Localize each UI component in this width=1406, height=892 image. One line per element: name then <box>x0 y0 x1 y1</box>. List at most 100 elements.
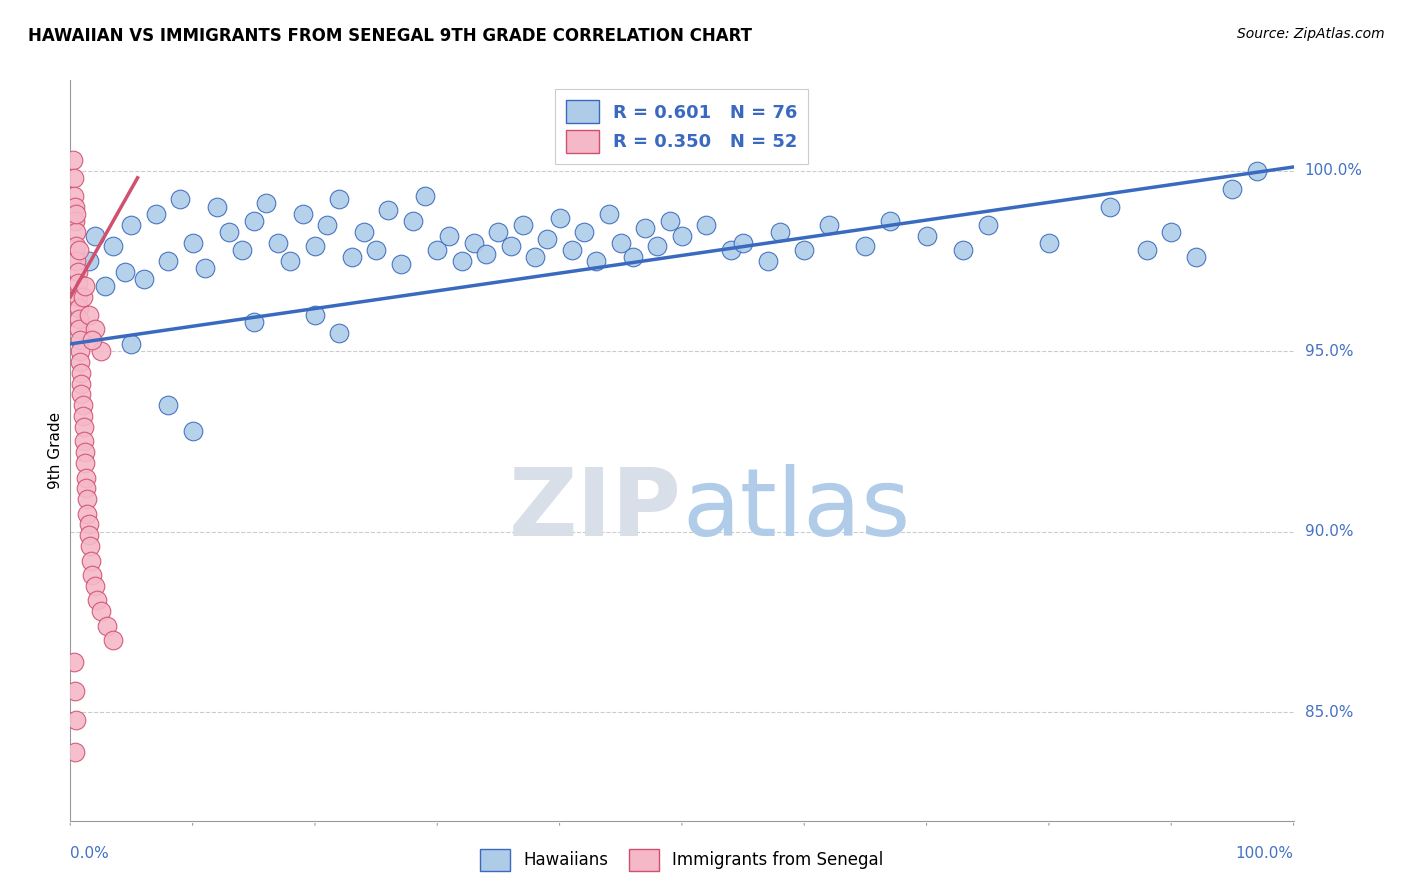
Text: 95.0%: 95.0% <box>1305 343 1353 359</box>
Point <box>572 225 595 239</box>
Point <box>63 200 86 214</box>
Point <box>1136 243 1159 257</box>
Point <box>1220 181 1243 195</box>
Point <box>63 189 86 203</box>
Point <box>512 218 534 232</box>
Point <box>585 253 607 268</box>
Point <box>610 235 633 250</box>
Point <box>63 745 86 759</box>
Point <box>488 225 510 239</box>
Point <box>65 713 87 727</box>
Point <box>96 618 118 632</box>
Point <box>63 170 86 185</box>
Point <box>598 207 620 221</box>
Point <box>243 214 266 228</box>
Text: 0.0%: 0.0% <box>70 846 110 861</box>
Point <box>86 593 108 607</box>
Point <box>353 225 375 239</box>
Point <box>63 214 86 228</box>
Point <box>181 235 204 250</box>
Point <box>769 225 792 239</box>
Point <box>145 207 167 221</box>
Point <box>121 337 143 351</box>
Point <box>304 308 326 322</box>
Text: 90.0%: 90.0% <box>1305 524 1353 540</box>
Point <box>304 239 326 253</box>
Point <box>1038 235 1060 250</box>
Point <box>77 308 100 322</box>
Point <box>377 203 399 218</box>
Point <box>976 218 998 232</box>
Point <box>114 265 136 279</box>
Point <box>340 250 363 264</box>
Point <box>65 225 87 239</box>
Point <box>634 221 657 235</box>
Point <box>67 301 90 315</box>
Point <box>70 366 93 380</box>
Point <box>1099 200 1122 214</box>
Point <box>72 409 94 424</box>
Point <box>62 153 84 167</box>
Point <box>952 243 974 257</box>
Point <box>499 239 522 253</box>
Point <box>366 243 388 257</box>
Point <box>73 420 96 434</box>
Point <box>316 218 339 232</box>
Point <box>76 492 98 507</box>
Point <box>75 482 97 496</box>
Point <box>254 196 277 211</box>
Point <box>72 398 94 412</box>
Point <box>328 193 350 207</box>
Point <box>524 250 547 264</box>
Point <box>548 211 571 225</box>
Point <box>194 261 217 276</box>
Point <box>855 239 877 253</box>
Point <box>70 387 93 401</box>
Point <box>720 243 742 257</box>
Point <box>439 228 461 243</box>
Point <box>67 311 90 326</box>
Text: 100.0%: 100.0% <box>1305 163 1362 178</box>
Point <box>243 315 266 329</box>
Point <box>205 200 228 214</box>
Point <box>1246 163 1268 178</box>
Point <box>83 579 105 593</box>
Y-axis label: 9th Grade: 9th Grade <box>48 412 63 489</box>
Point <box>695 218 717 232</box>
Point <box>389 257 412 271</box>
Point <box>291 207 314 221</box>
Point <box>77 253 100 268</box>
Point <box>83 322 105 336</box>
Point <box>67 243 90 257</box>
Point <box>817 218 839 232</box>
Point <box>658 214 681 228</box>
Point <box>76 507 98 521</box>
Point <box>475 246 498 260</box>
Point <box>157 253 180 268</box>
Point <box>72 290 94 304</box>
Point <box>132 272 155 286</box>
Point <box>70 376 93 391</box>
Point <box>561 243 583 257</box>
Point <box>75 470 97 484</box>
Text: 100.0%: 100.0% <box>1236 846 1294 861</box>
Text: 85.0%: 85.0% <box>1305 705 1353 720</box>
Point <box>66 276 89 290</box>
Text: Source: ZipAtlas.com: Source: ZipAtlas.com <box>1237 27 1385 41</box>
Point <box>73 434 96 449</box>
Point <box>169 193 191 207</box>
Point <box>121 218 143 232</box>
Point <box>101 239 124 253</box>
Point <box>69 344 91 359</box>
Text: ZIP: ZIP <box>509 464 682 556</box>
Point <box>756 253 779 268</box>
Point <box>793 243 815 257</box>
Point <box>280 253 302 268</box>
Point <box>67 322 90 336</box>
Point <box>157 398 180 412</box>
Text: atlas: atlas <box>682 464 910 556</box>
Point <box>73 279 96 293</box>
Point <box>80 553 103 567</box>
Text: HAWAIIAN VS IMMIGRANTS FROM SENEGAL 9TH GRADE CORRELATION CHART: HAWAIIAN VS IMMIGRANTS FROM SENEGAL 9TH … <box>28 27 752 45</box>
Point <box>63 683 86 698</box>
